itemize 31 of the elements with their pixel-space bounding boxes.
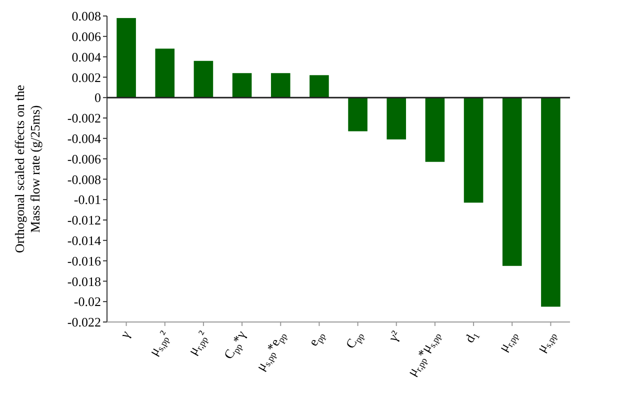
bar	[541, 98, 560, 307]
bar	[386, 98, 406, 140]
bar	[194, 60, 214, 98]
bar	[232, 73, 252, 98]
bar	[310, 75, 329, 98]
bar	[464, 98, 484, 203]
y-tick-label: -0.014	[67, 232, 102, 248]
y-tick-label: -0.002	[67, 110, 101, 126]
y-tick-label: -0.01	[74, 192, 101, 208]
y-tick-label: -0.022	[67, 314, 101, 330]
bar	[155, 48, 175, 98]
bar	[270, 73, 290, 98]
bar	[425, 98, 445, 162]
y-tick-label: -0.016	[67, 253, 102, 268]
bar	[116, 18, 136, 98]
y-tick-label: 0.008	[72, 8, 101, 24]
x-tick-label: γ	[116, 328, 134, 342]
y-tick-label: -0.004	[67, 130, 102, 146]
y-axis-title: Orthogonal scaled effects on the Mass flow rate (g/25ms)	[12, 84, 43, 253]
y-tick-label: 0.002	[72, 70, 101, 85]
x-tick-label: γ²	[384, 328, 404, 345]
y-tick-label: -0.008	[67, 172, 101, 187]
y-tick-label: -0.012	[67, 212, 101, 228]
y-tick-label: -0.02	[74, 294, 101, 310]
y-tick-label: -0.018	[67, 274, 101, 289]
y-tick-label: 0	[94, 90, 101, 106]
y-tick-label: 0.004	[72, 49, 102, 64]
bar	[348, 98, 368, 132]
y-tick-label: 0.006	[72, 28, 102, 44]
bar	[502, 98, 522, 266]
y-tick-label: -0.006	[67, 151, 102, 166]
